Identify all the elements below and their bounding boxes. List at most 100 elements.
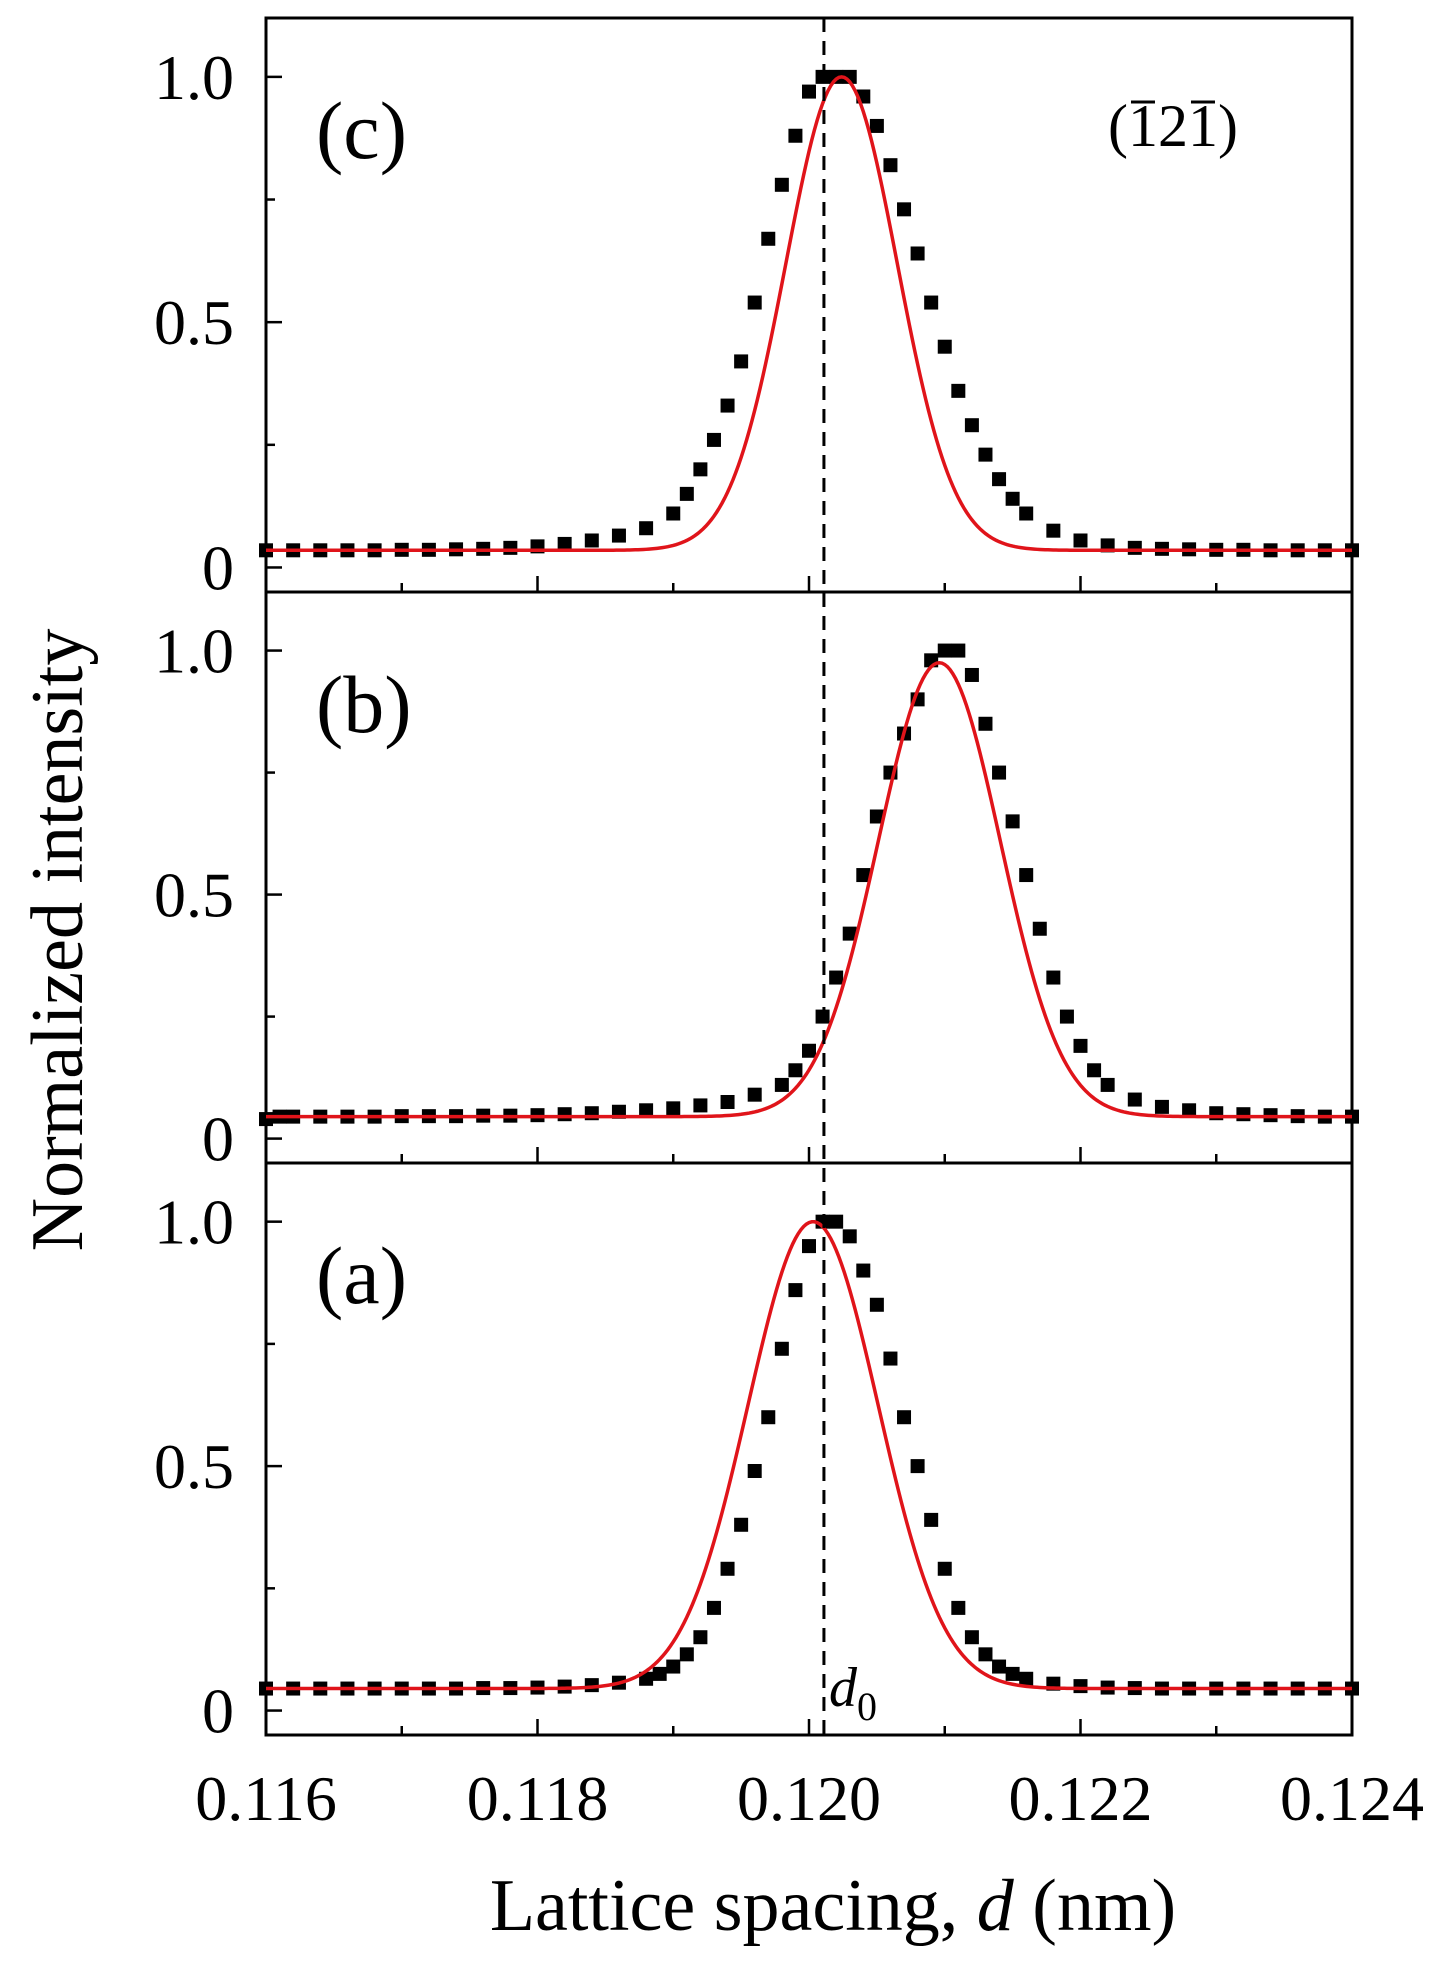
panel-frame xyxy=(264,590,1354,1165)
y-tick-label-a: 0.5 xyxy=(154,1431,234,1502)
data-point-c xyxy=(720,398,735,413)
y-tick-label-c: 0 xyxy=(202,532,234,603)
data-point-b xyxy=(842,926,857,941)
data-point-a xyxy=(652,1666,667,1681)
data-point-c xyxy=(774,177,789,192)
y-tick-label-a: 0 xyxy=(202,1676,234,1747)
data-point-c xyxy=(869,118,884,133)
data-point-a xyxy=(897,1410,912,1425)
data-point-c xyxy=(897,202,912,217)
annotations-group: (121) d0 xyxy=(829,93,1238,1729)
data-point-a xyxy=(1019,1671,1034,1686)
y-tick-label-b: 0.5 xyxy=(154,860,234,931)
data-point-c xyxy=(706,432,721,447)
data-point-c xyxy=(639,521,654,536)
data-point-c xyxy=(1073,533,1088,548)
data-point-a xyxy=(1073,1679,1088,1694)
data-point-a xyxy=(1005,1666,1020,1681)
data-point-c xyxy=(666,506,681,521)
data-point-a xyxy=(842,1229,857,1244)
data-point-a xyxy=(666,1659,681,1674)
d0-symbol: d xyxy=(829,1657,858,1719)
data-point-c xyxy=(693,462,708,477)
y-tick-label-c: 0.5 xyxy=(154,287,234,358)
data-point-b xyxy=(992,765,1007,780)
panel-label-a: (a) xyxy=(316,1230,407,1321)
miller-open-paren: ( xyxy=(1108,93,1128,159)
panel-b: 0 0.5 1.0 (b) xyxy=(154,590,1359,1175)
data-point-b xyxy=(639,1103,654,1118)
data-point-c xyxy=(1127,540,1142,555)
data-point-a xyxy=(964,1630,979,1645)
y-axis-title: Normalized intensity xyxy=(17,629,99,1252)
data-point-a xyxy=(910,1459,925,1474)
data-point-a xyxy=(761,1410,776,1425)
data-point-b xyxy=(1100,1077,1115,1092)
data-point-c xyxy=(611,528,626,543)
data-point-b xyxy=(1087,1063,1102,1078)
data-point-b xyxy=(802,1043,816,1058)
data-point-b xyxy=(1236,1107,1251,1122)
data-point-c xyxy=(734,354,749,369)
y-tick-label-c: 1.0 xyxy=(154,42,234,113)
data-point-c xyxy=(1046,523,1061,538)
data-point-a xyxy=(774,1341,789,1356)
data-point-c xyxy=(978,447,993,462)
x-tick-label: 0.118 xyxy=(467,1763,609,1834)
data-point-b xyxy=(666,1101,681,1116)
data-point-b xyxy=(747,1087,762,1102)
data-point-c xyxy=(1005,491,1020,506)
data-point-b xyxy=(978,716,993,731)
data-point-b xyxy=(1073,1038,1088,1053)
panel-a: 0 0.5 1.0 (a) xyxy=(154,1161,1359,1747)
data-point-b xyxy=(937,643,952,658)
data-point-a xyxy=(747,1464,762,1478)
data-point-a xyxy=(992,1659,1007,1674)
data-point-a xyxy=(720,1561,735,1576)
data-point-c xyxy=(557,536,572,551)
data-point-c xyxy=(584,533,599,548)
data-point-a xyxy=(734,1517,749,1532)
data-point-c xyxy=(937,339,952,354)
data-point-b xyxy=(1182,1103,1197,1118)
data-point-a xyxy=(679,1647,694,1662)
data-point-a xyxy=(869,1297,884,1312)
miller-k: 2 xyxy=(1158,93,1188,159)
data-point-a xyxy=(788,1283,803,1298)
miller-close-paren: ) xyxy=(1218,93,1238,159)
fit-curve-a xyxy=(266,1220,1352,1691)
data-point-b xyxy=(557,1107,572,1122)
data-point-b xyxy=(951,643,966,658)
data-point-a xyxy=(978,1647,993,1662)
data-point-c xyxy=(951,383,966,398)
data-point-b xyxy=(1032,921,1047,936)
x-axis-title: Lattice spacing, d (nm) xyxy=(490,1865,1176,1947)
data-point-a xyxy=(937,1561,952,1576)
data-point-c xyxy=(883,158,898,173)
panels-group: 0 0.5 1.0 (c) 0 0.5 1.0 (b) 0 0.5 1.0 (a) xyxy=(154,16,1359,1747)
data-point-a xyxy=(883,1351,898,1366)
data-point-b xyxy=(1154,1099,1169,1114)
data-point-b xyxy=(1127,1092,1142,1107)
fit-curve-b xyxy=(266,660,1352,1119)
data-point-b xyxy=(856,868,871,883)
data-point-b xyxy=(774,1077,789,1092)
data-point-b xyxy=(1019,868,1034,883)
data-point-b xyxy=(1005,814,1020,829)
data-point-c xyxy=(761,231,776,246)
y-tick-label-b: 1.0 xyxy=(154,616,234,687)
data-point-b xyxy=(788,1063,803,1078)
data-point-b xyxy=(1046,970,1061,985)
data-point-c xyxy=(747,295,762,310)
data-point-c xyxy=(910,246,925,261)
data-point-a xyxy=(856,1263,871,1278)
x-axis-title-pre: Lattice spacing, xyxy=(490,1865,977,1947)
data-point-b xyxy=(693,1098,708,1113)
x-axis-title-post: (nm) xyxy=(1014,1865,1176,1947)
miller-index-label: (121) xyxy=(1108,93,1238,159)
data-point-c xyxy=(679,486,694,501)
data-point-b xyxy=(720,1094,735,1109)
x-tick-label: 0.124 xyxy=(1280,1763,1424,1834)
panel-label-b: (b) xyxy=(316,659,412,750)
data-point-c xyxy=(924,295,939,310)
